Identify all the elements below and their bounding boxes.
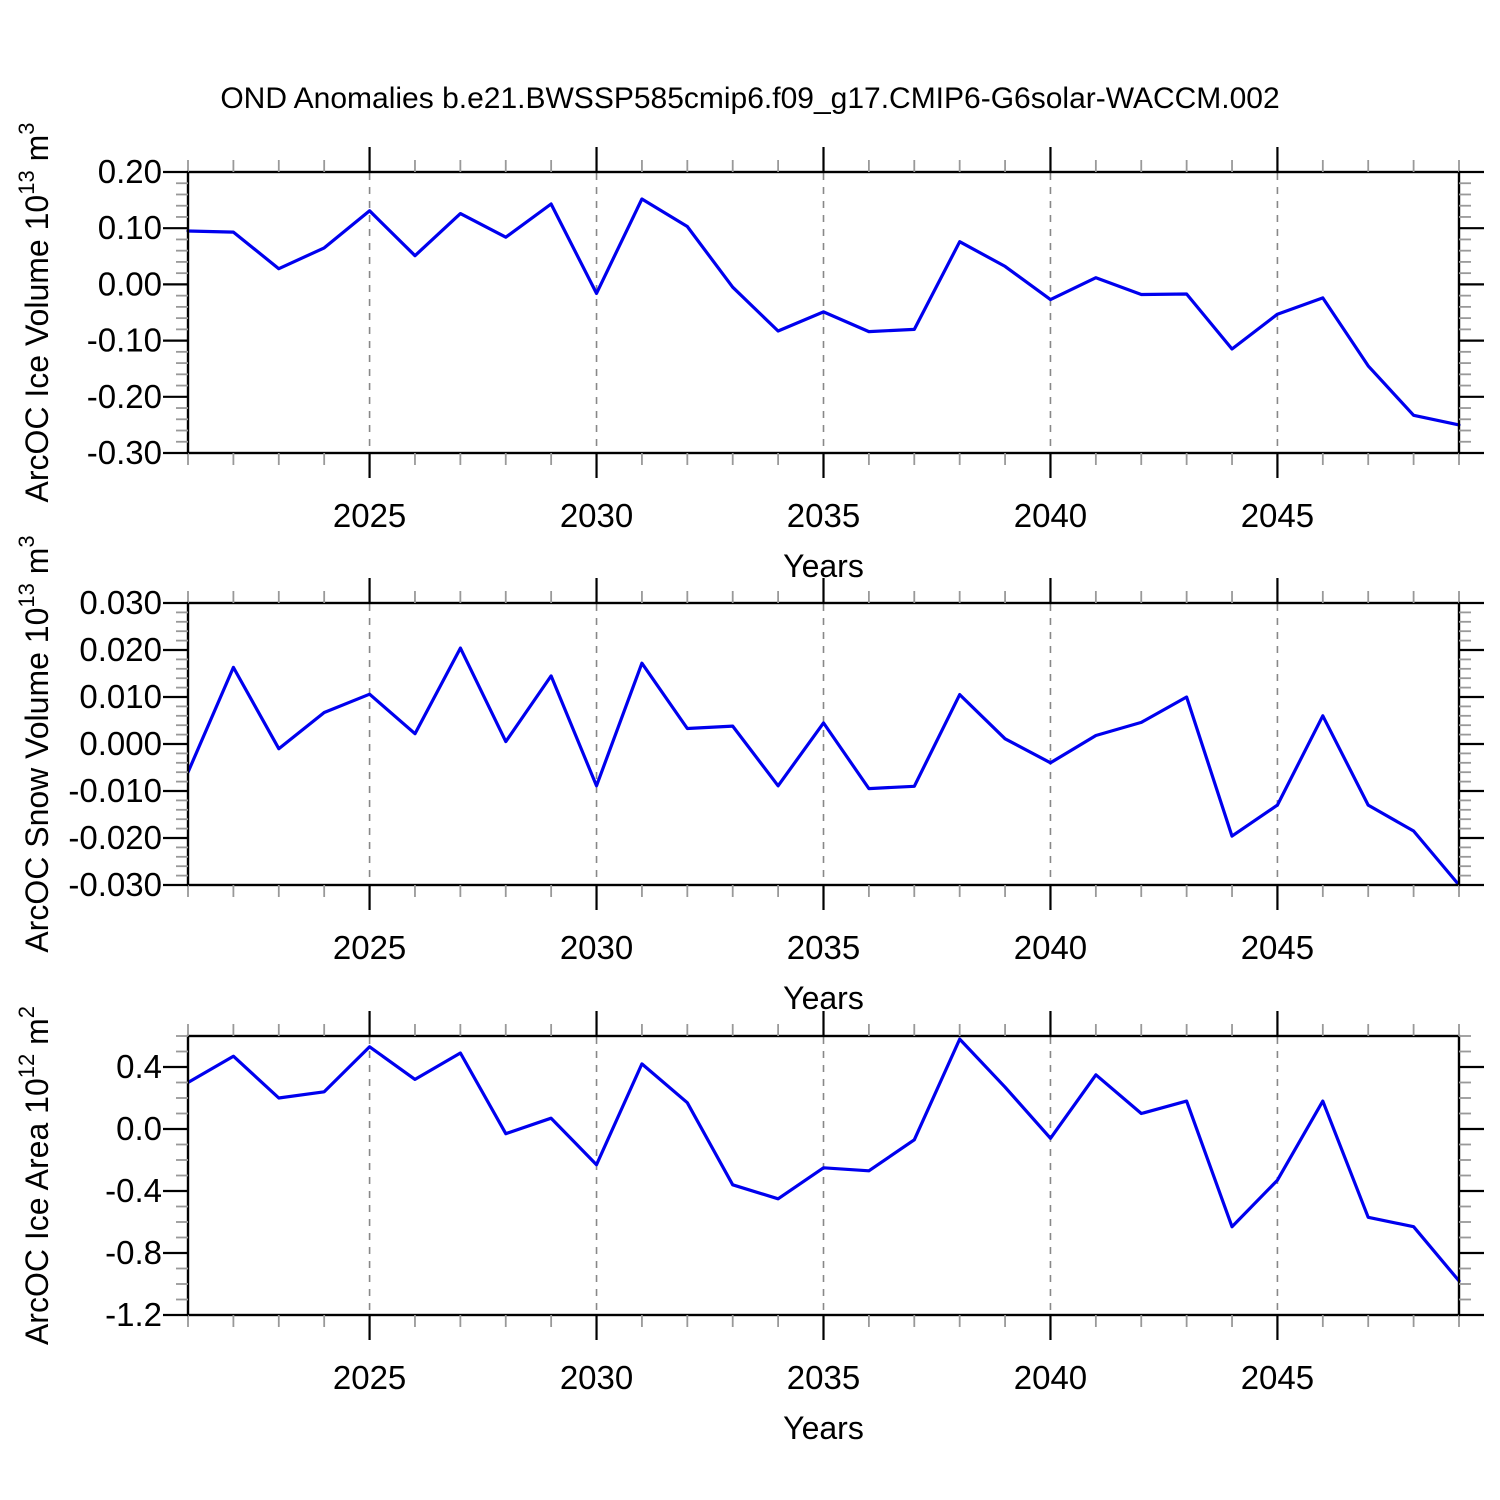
- x-tick-label: 2035: [787, 929, 860, 966]
- y-tick-label: -0.4: [105, 1172, 162, 1209]
- y-tick-label: -0.010: [68, 772, 162, 809]
- x-axis-title: Years: [783, 1410, 864, 1446]
- x-tick-label: 2025: [333, 929, 406, 966]
- x-tick-label: 2040: [1014, 497, 1087, 534]
- y-tick-label: 0.10: [98, 209, 162, 246]
- axis-frame: [186, 1034, 1461, 1317]
- y-tick-label: -0.020: [68, 819, 162, 856]
- y-tick-label: -1.2: [105, 1296, 162, 1333]
- y-axis-title: ArcOC Snow Volume 1013 m3: [14, 535, 55, 952]
- chart-title: OND Anomalies b.e21.BWSSP585cmip6.f09_g1…: [220, 82, 1279, 115]
- x-tick-label: 2030: [560, 1359, 633, 1396]
- y-tick-label: 0.030: [79, 584, 162, 621]
- y-tick-label: 0.020: [79, 631, 162, 668]
- panel-3: -1.2 -0.8 -0.4 0.0 0.4 2025 2030 2035 2040 2045 Ye…: [14, 1006, 1484, 1446]
- x-tick-label: 2040: [1014, 929, 1087, 966]
- y-tick-label: -0.30: [87, 434, 162, 471]
- y-tick-label: -0.8: [105, 1234, 162, 1271]
- panels-group: -0.30 -0.20 -0.10 0.00 0.10 0.20 2025 2030 2035 2…: [14, 123, 1484, 1446]
- x-tick-label: 2035: [787, 497, 860, 534]
- panel-1: -0.30 -0.20 -0.10 0.00 0.10 0.20 2025 2030 2035 2…: [14, 123, 1484, 584]
- x-axis-title: Years: [783, 980, 864, 1016]
- y-tick-label: 0.0: [116, 1110, 162, 1147]
- y-axis-title: ArcOC Ice Volume 1013 m3: [14, 123, 55, 503]
- x-tick-label: 2030: [560, 497, 633, 534]
- y-axis-title: ArcOC Ice Area 1012 m2: [14, 1006, 55, 1345]
- data-line: [186, 197, 1461, 427]
- y-tick-label: 0.000: [79, 725, 162, 762]
- y-tick-label: -0.20: [87, 378, 162, 415]
- x-tick-label: 2045: [1241, 497, 1314, 534]
- y-tick-label: 0.010: [79, 678, 162, 715]
- x-tick-label: 2025: [333, 497, 406, 534]
- data-line: [186, 646, 1461, 887]
- x-tick-label: 2025: [333, 1359, 406, 1396]
- x-tick-label: 2040: [1014, 1359, 1087, 1396]
- data-line: [186, 1037, 1461, 1283]
- panel-2: -0.030 -0.020 -0.010 0.000 0.010 0.020 0.030 20…: [14, 535, 1484, 1016]
- y-tick-label: 0.4: [116, 1048, 162, 1085]
- y-tick-label: -0.10: [87, 322, 162, 359]
- y-tick-label: 0.00: [98, 265, 162, 302]
- x-tick-label: 2045: [1241, 1359, 1314, 1396]
- y-tick-label: 0.20: [98, 153, 162, 190]
- y-tick-label: -0.030: [68, 866, 162, 903]
- x-tick-label: 2035: [787, 1359, 860, 1396]
- x-tick-label: 2030: [560, 929, 633, 966]
- x-tick-label: 2045: [1241, 929, 1314, 966]
